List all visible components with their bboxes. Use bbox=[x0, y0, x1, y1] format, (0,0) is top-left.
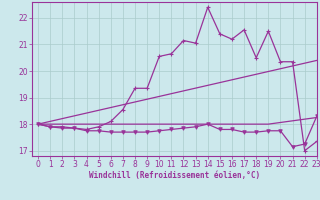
X-axis label: Windchill (Refroidissement éolien,°C): Windchill (Refroidissement éolien,°C) bbox=[89, 171, 260, 180]
